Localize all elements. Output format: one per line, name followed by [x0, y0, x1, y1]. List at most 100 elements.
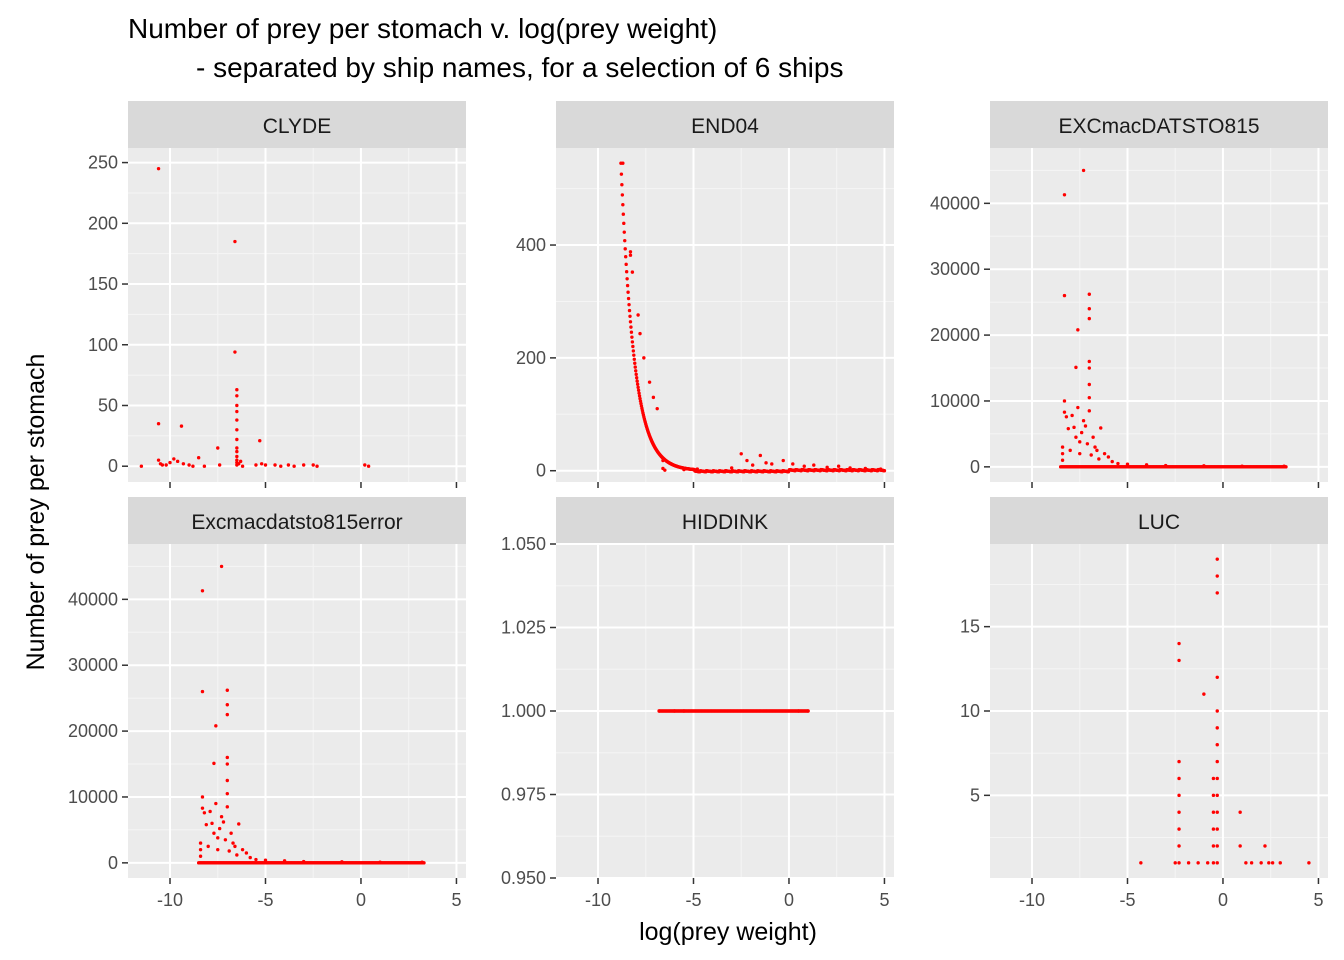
data-point: [638, 331, 642, 336]
data-point: [627, 302, 631, 307]
data-point: [1215, 726, 1219, 730]
data-point: [848, 466, 852, 470]
data-point: [1278, 861, 1282, 865]
y-tick-label: 40000: [930, 193, 980, 213]
data-point: [882, 469, 887, 473]
data-point: [1116, 461, 1120, 466]
data-point: [1068, 448, 1072, 453]
data-point: [630, 335, 634, 339]
data-point: [1087, 382, 1091, 387]
data-point: [216, 847, 220, 852]
x-tick-label: -10: [585, 890, 611, 910]
data-point: [1215, 793, 1219, 798]
data-point: [1125, 462, 1130, 466]
data-point: [217, 826, 222, 831]
y-tick-label: 0: [536, 461, 546, 481]
data-point: [196, 456, 201, 460]
data-point: [1087, 409, 1091, 413]
data-point: [1097, 457, 1101, 461]
data-point: [235, 446, 239, 450]
data-point: [202, 811, 207, 815]
data-point: [764, 461, 768, 465]
data-point: [633, 361, 637, 365]
data-point: [301, 859, 306, 864]
data-point: [202, 464, 207, 468]
data-point: [628, 314, 632, 318]
data-point: [623, 238, 627, 243]
data-point: [1139, 861, 1143, 865]
data-point: [623, 247, 627, 251]
data-point: [206, 844, 210, 849]
data-point: [635, 382, 640, 386]
data-point: [164, 463, 168, 467]
data-point: [1087, 359, 1091, 364]
data-point: [1062, 293, 1067, 298]
data-point: [1215, 709, 1219, 713]
data-point: [216, 836, 220, 840]
data-point: [663, 468, 667, 472]
data-point: [1070, 413, 1074, 418]
y-tick-label: 15: [960, 617, 980, 637]
data-point: [878, 467, 883, 471]
data-point: [628, 253, 633, 257]
data-point: [191, 464, 195, 468]
data-point: [214, 801, 218, 806]
panel-end04: END04 0 200 400: [516, 101, 894, 488]
data-point: [225, 778, 229, 783]
data-point: [1087, 395, 1091, 400]
data-point: [1244, 861, 1248, 865]
data-point: [651, 395, 656, 400]
data-point: [263, 858, 268, 862]
data-point: [1215, 844, 1219, 848]
y-tick-label: 150: [88, 274, 118, 294]
data-point: [655, 406, 659, 411]
data-point: [1211, 810, 1216, 814]
data-point: [279, 464, 283, 468]
data-point: [624, 255, 628, 259]
panel-background: [556, 148, 894, 482]
facet-strip: [128, 497, 466, 544]
facet-strip: [556, 101, 894, 148]
data-point: [621, 212, 626, 216]
data-point: [217, 463, 222, 467]
facet-label: LUC: [1138, 511, 1180, 534]
data-point: [233, 844, 237, 849]
y-tick-label: 50: [98, 395, 118, 415]
data-point: [1076, 405, 1080, 410]
x-tick-label: 5: [451, 890, 461, 910]
data-point: [628, 250, 633, 254]
data-point: [1093, 445, 1097, 449]
data-point: [634, 376, 639, 380]
data-point: [1099, 426, 1103, 430]
data-point: [638, 396, 642, 401]
data-point: [282, 859, 287, 863]
data-point: [1307, 861, 1311, 865]
y-tick-label: 0: [970, 457, 980, 477]
data-point: [1215, 591, 1219, 595]
data-point: [233, 239, 237, 244]
data-point: [311, 463, 315, 467]
data-point: [619, 172, 624, 176]
data-points: [1139, 557, 1311, 865]
data-point: [225, 762, 229, 766]
data-point: [1215, 827, 1219, 831]
data-point: [1215, 861, 1219, 865]
data-point: [225, 755, 229, 760]
data-point: [231, 841, 235, 845]
x-tick-label: -5: [1119, 890, 1135, 910]
data-point: [631, 349, 636, 353]
data-point: [1177, 861, 1181, 865]
data-point: [806, 709, 810, 713]
data-point: [225, 791, 229, 796]
data-point: [315, 464, 319, 468]
data-point: [198, 841, 203, 845]
data-point: [1074, 365, 1078, 370]
data-point: [204, 822, 208, 827]
data-point: [175, 459, 180, 464]
data-point: [1062, 399, 1067, 403]
data-point: [240, 464, 245, 468]
y-tick-label: 0.950: [501, 868, 546, 888]
data-point: [1087, 292, 1091, 296]
data-point: [1240, 464, 1244, 468]
data-point: [624, 269, 629, 274]
